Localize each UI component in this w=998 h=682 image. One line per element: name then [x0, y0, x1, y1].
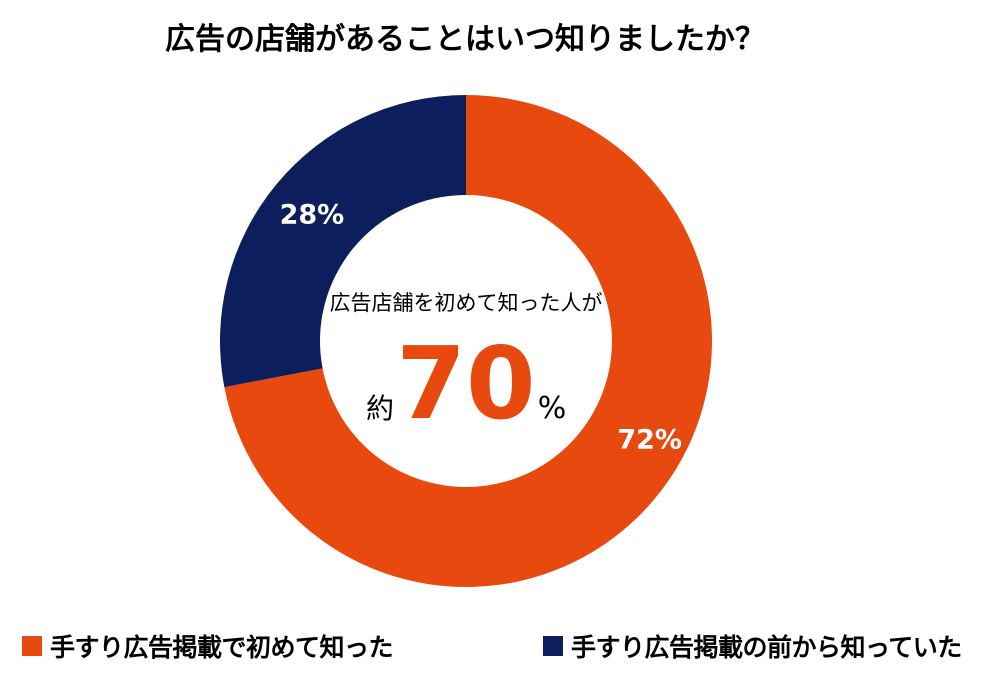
legend-item-known-before: 手すり広告掲載の前から知っていた [543, 628, 962, 664]
center-caption: 広告店舗を初めて知った人が [330, 291, 603, 315]
chart-title: 広告の店舗があることはいつ知りましたか？ [165, 22, 765, 57]
center-prefix: 約 [366, 392, 394, 425]
slice-known-before [219, 95, 466, 388]
legend-swatch-navy [543, 636, 563, 656]
slice-first-time [224, 95, 713, 587]
legend-label-first-time: 手すり広告掲載で初めて知った [50, 633, 394, 662]
center-value: 70 [396, 325, 535, 442]
slice-labels-group: 72% 28% [280, 200, 682, 456]
slice-label-known-before: 28% [280, 200, 345, 231]
slice-label-first-time: 72% [617, 425, 682, 456]
legend-label-known-before: 手すり広告掲載の前から知っていた [571, 633, 962, 662]
legend-item-first-time: 手すり広告掲載で初めて知った [22, 628, 394, 664]
legend-swatch-orange [22, 636, 42, 656]
center-text-group: 広告店舗を初めて知った人が 約 70 % [330, 291, 603, 442]
center-suffix: % [538, 391, 567, 426]
slices-group [219, 95, 713, 587]
